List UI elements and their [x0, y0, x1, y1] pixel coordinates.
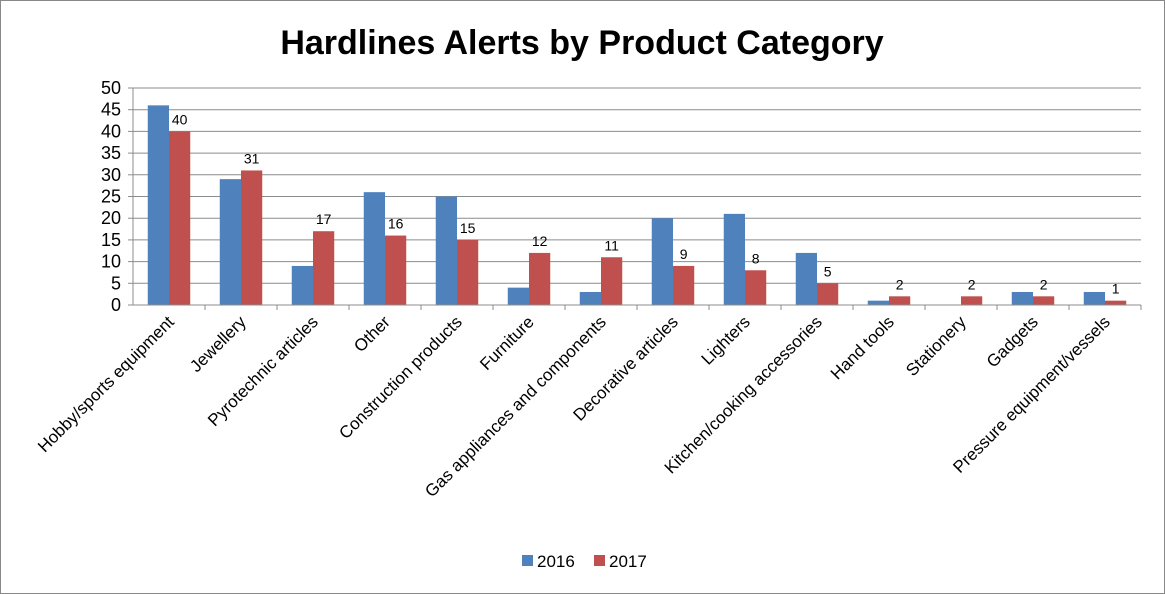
bar-2017 [889, 296, 911, 305]
legend: 2016 2017 [522, 552, 647, 571]
y-tick-label: 10 [101, 252, 121, 272]
y-tick-label: 35 [101, 143, 121, 163]
bar-2017 [745, 270, 767, 305]
bar-2016 [507, 287, 529, 305]
gridlines [133, 87, 1141, 284]
bar-2017 [313, 231, 335, 305]
x-tick-label: Other [350, 312, 394, 356]
bar-2017 [673, 265, 695, 305]
data-labels: 40 31 17 16 15 12 11 9 8 5 2 2 2 1 [172, 111, 1120, 296]
data-label-2017: 12 [532, 233, 548, 249]
bar-2016 [363, 192, 385, 305]
y-tick-label: 45 [101, 100, 121, 120]
bar-2017 [1033, 296, 1055, 305]
bar-2016 [1083, 291, 1105, 305]
x-tick-label: Lighters [698, 312, 754, 368]
bar-2016 [723, 213, 745, 305]
x-tick-label: Furniture [476, 312, 538, 374]
bar-2016 [579, 291, 601, 305]
x-tick-label: Hand tools [827, 312, 898, 383]
bars [147, 105, 1127, 305]
legend-label-2017: 2017 [609, 552, 647, 571]
data-label-2017: 9 [680, 246, 688, 262]
data-label-2017: 8 [752, 250, 760, 266]
data-label-2017: 15 [460, 220, 476, 236]
bar-2016 [435, 196, 457, 305]
x-axis-ticks: Hobby/sports equipment JewelleryPyrotechn… [34, 312, 1114, 501]
data-label-2017: 1 [1112, 281, 1120, 297]
bar-2016 [291, 265, 313, 305]
y-tick-label: 0 [111, 295, 121, 315]
y-tick-label: 40 [101, 121, 121, 141]
y-tick-label: 5 [111, 273, 121, 293]
data-label-2017: 2 [896, 276, 904, 292]
axes [128, 87, 1142, 310]
x-tick-label: Hobby/sports equipment [34, 312, 178, 456]
chart-title: Hardlines Alerts by Product Category [280, 24, 883, 62]
y-tick-label: 15 [101, 230, 121, 250]
y-tick-label: 25 [101, 187, 121, 207]
bar-2016 [795, 252, 817, 305]
data-label-2017: 40 [172, 111, 188, 127]
data-label-2017: 11 [604, 237, 619, 253]
data-label-2017: 17 [316, 211, 332, 227]
y-tick-label: 20 [101, 208, 121, 228]
bar-2017 [961, 296, 983, 305]
bar-2016 [867, 300, 889, 305]
y-tick-label: 50 [101, 78, 121, 98]
data-label-2017: 2 [968, 276, 976, 292]
bar-2017 [601, 257, 623, 305]
legend-swatch-2016 [522, 555, 533, 566]
data-label-2017: 2 [1040, 276, 1048, 292]
bar-2017 [1105, 300, 1127, 305]
bar-2017 [241, 170, 263, 305]
y-tick-label: 30 [101, 165, 121, 185]
bar-2016 [651, 218, 673, 305]
bar-2016 [1011, 291, 1033, 305]
legend-label-2016: 2016 [537, 552, 575, 571]
bar-2016 [147, 105, 169, 305]
x-tick-label: Gadgets [983, 312, 1042, 371]
legend-swatch-2017 [594, 555, 605, 566]
bar-2017 [457, 239, 479, 305]
x-tick-label: Construction products [335, 312, 465, 442]
x-tick-label: Pressure equipment/vessels [949, 312, 1113, 476]
bar-2017 [817, 283, 839, 305]
bar-2016 [219, 179, 241, 305]
x-tick-label: Kitchen/cooking accessories [661, 312, 826, 477]
bar-2017 [385, 235, 407, 305]
x-tick-label: Stationery [902, 312, 970, 380]
data-label-2017: 31 [244, 150, 260, 166]
bar-2017 [169, 131, 191, 305]
data-label-2017: 5 [824, 263, 832, 279]
data-label-2017: 16 [388, 216, 404, 232]
bar-2017 [529, 252, 551, 305]
x-tick-label: Jewellery [186, 312, 250, 376]
